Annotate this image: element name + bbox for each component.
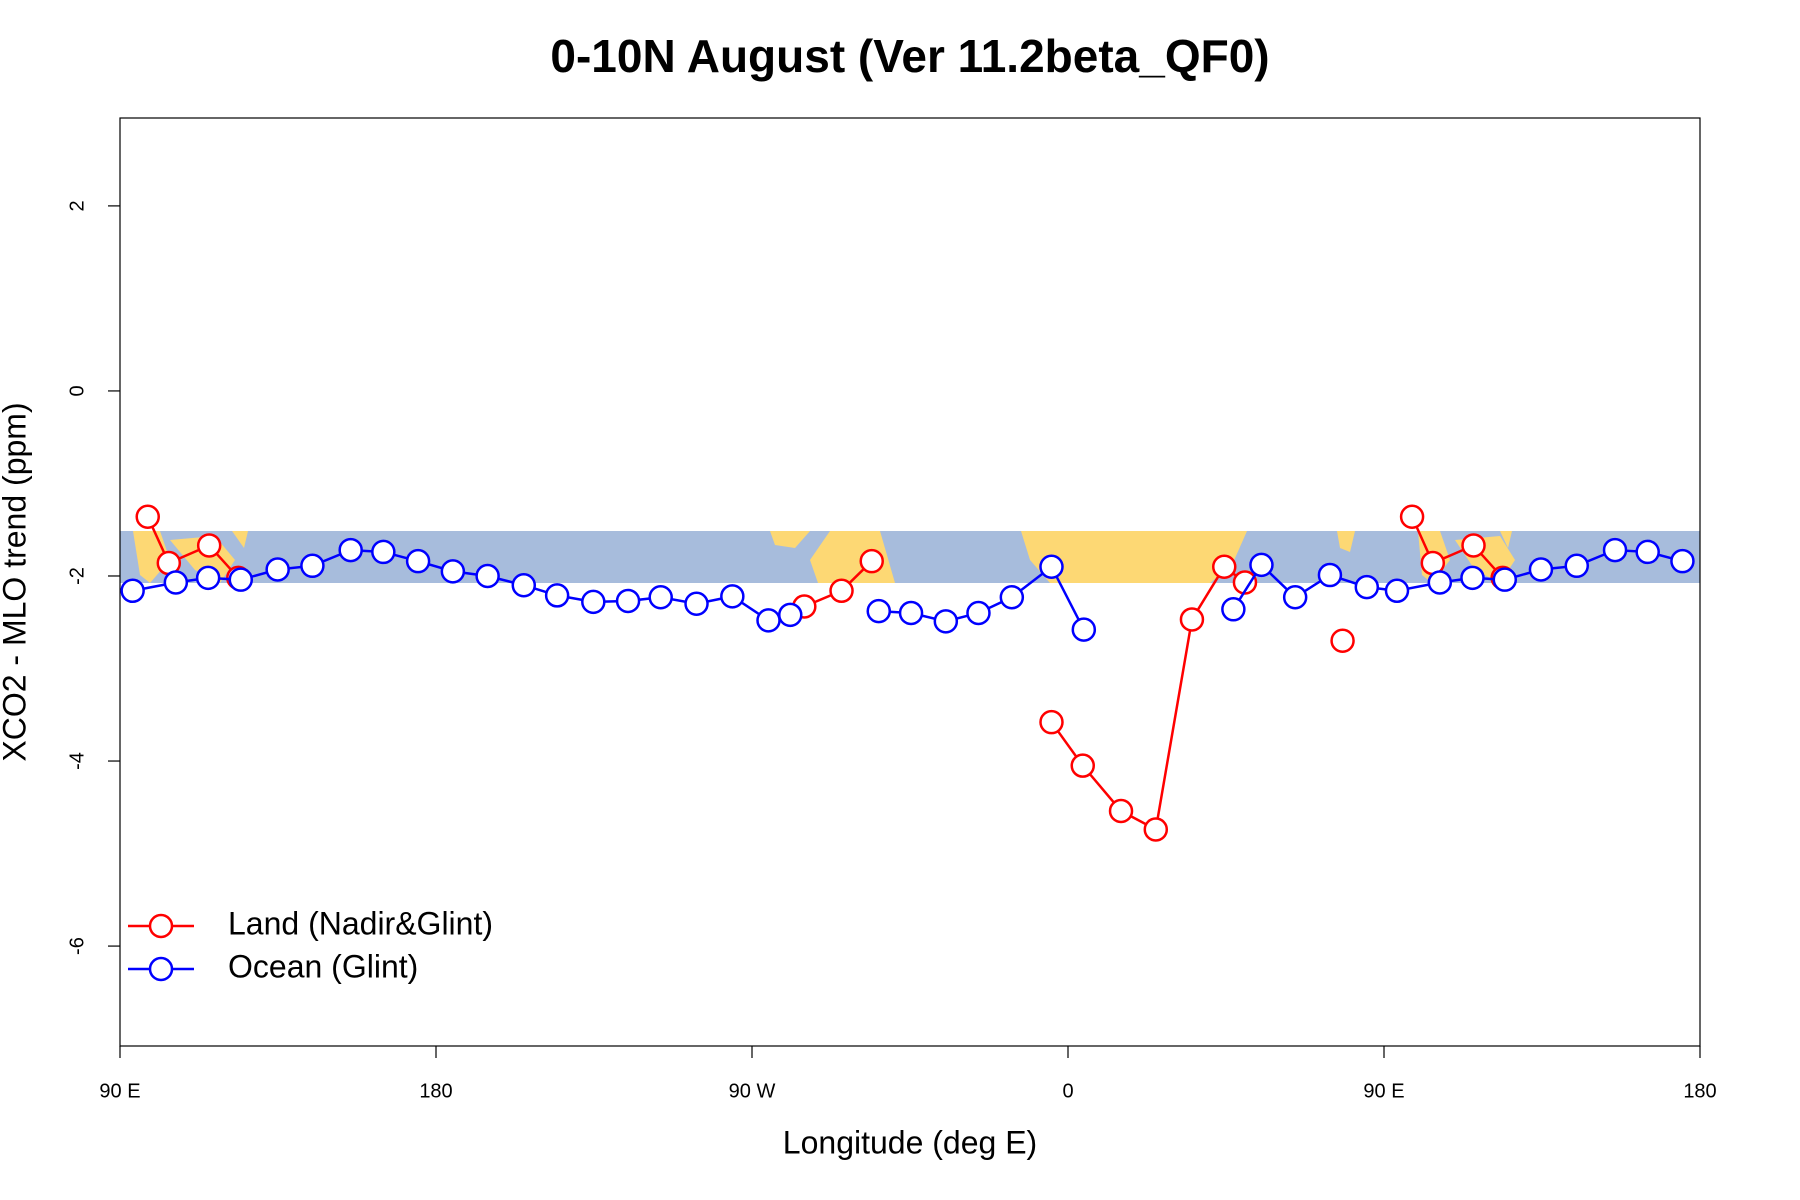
data-point: [1528, 557, 1554, 582]
y-axis-label: XCO2 - MLO trend (ppm): [0, 402, 32, 761]
data-point: [756, 608, 781, 633]
data-point: [1282, 585, 1308, 610]
data-point: [1461, 533, 1486, 558]
data-point: [648, 585, 673, 610]
data-point: [1602, 537, 1628, 563]
data-point: [195, 565, 221, 591]
y-tick-label: 2: [66, 200, 88, 211]
data-point: [1399, 504, 1425, 530]
data-point: [1179, 607, 1205, 632]
data-point: [1039, 709, 1064, 735]
x-tick-label: 180: [419, 1080, 452, 1102]
data-point: [615, 588, 641, 614]
y-tick-label: -4: [66, 752, 88, 770]
data-point: [1492, 567, 1518, 592]
data-point: [898, 600, 924, 626]
x-tick-label: 90 E: [1363, 1080, 1404, 1102]
land-patch: [1021, 531, 1247, 583]
data-point: [135, 504, 160, 530]
legend-label: Ocean (Glint): [228, 948, 418, 984]
data-point: [1070, 753, 1095, 778]
data-point: [544, 583, 570, 608]
data-point: [684, 591, 709, 616]
data-point: [859, 548, 884, 574]
data-point: [475, 563, 500, 589]
x-tick-label: 90 W: [729, 1080, 776, 1102]
data-point: [1108, 798, 1134, 824]
data-point: [1384, 578, 1410, 604]
data-point: [1427, 570, 1453, 595]
x-axis-label: Longitude (deg E): [783, 1124, 1037, 1160]
plot-frame: [119, 117, 1701, 1047]
data-point: [1039, 554, 1064, 579]
data-point: [1317, 562, 1343, 588]
data-point: [866, 598, 892, 624]
data-point: [999, 585, 1025, 610]
data-point: [163, 570, 189, 595]
data-point: [1330, 628, 1355, 654]
legend-marker: [148, 913, 174, 939]
legend-label: Land (Nadir&Glint): [228, 905, 493, 941]
data-point: [1143, 817, 1169, 842]
data-point: [196, 533, 222, 558]
data-point: [1354, 574, 1380, 600]
data-point: [1460, 565, 1485, 591]
data-point: [1221, 597, 1246, 622]
y-tick-label: 0: [66, 385, 88, 396]
data-point: [581, 589, 606, 615]
data-point: [966, 600, 991, 626]
data-point: [300, 553, 325, 579]
legend-marker: [148, 956, 174, 982]
data-point: [120, 578, 145, 604]
data-point: [933, 609, 959, 634]
data-point: [1211, 554, 1237, 579]
data-point: [511, 572, 537, 598]
legend: Land (Nadir&Glint) Ocean (Glint): [128, 905, 493, 984]
data-point: [1564, 553, 1590, 579]
data-point: [338, 537, 363, 563]
data-point: [829, 578, 854, 604]
data-point: [228, 567, 254, 592]
data-point: [1670, 548, 1695, 574]
data-point: [405, 548, 431, 574]
data-point: [1635, 539, 1660, 565]
data-point: [1232, 570, 1258, 595]
data-point: [265, 557, 290, 582]
y-tick-label: -2: [66, 567, 88, 585]
data-point: [371, 539, 396, 565]
data-point: [1071, 617, 1097, 642]
y-tick-label: -6: [66, 937, 88, 955]
chart-title: 0-10N August (Ver 11.2beta_QF0): [550, 30, 1269, 82]
x-tick-label: 180: [1683, 1080, 1716, 1102]
data-point: [720, 584, 745, 609]
x-tick-label: 0: [1062, 1080, 1073, 1102]
x-tick-label: 90 E: [99, 1080, 140, 1102]
data-point: [778, 602, 803, 628]
data-point: [440, 559, 466, 584]
data-point: [1249, 552, 1274, 578]
